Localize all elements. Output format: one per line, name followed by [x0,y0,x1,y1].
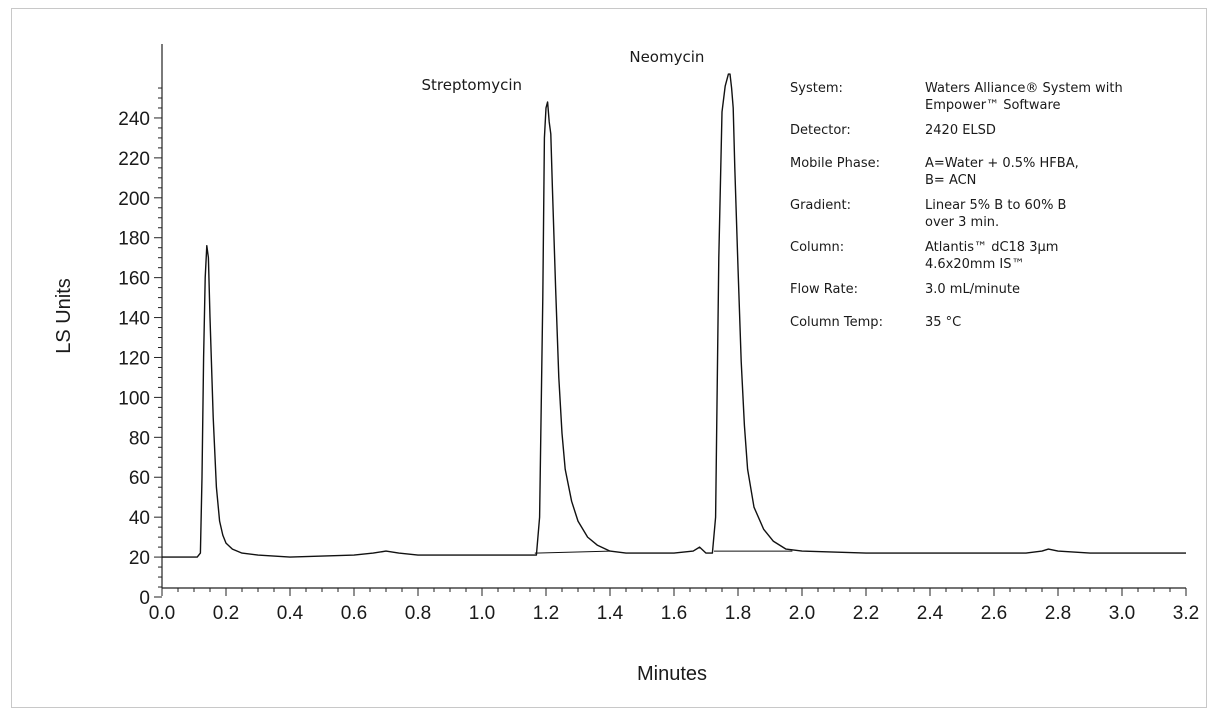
y-tick-label: 20 [129,548,150,569]
info-value: 4.6x20mm IS™ [925,257,1024,272]
info-key: System: [790,81,843,96]
y-tick-label: 0 [139,588,150,609]
y-tick-label: 40 [129,508,150,529]
x-tick-label: 2.0 [789,603,815,624]
info-key: Column Temp: [790,315,883,330]
info-value: 35 °C [925,315,961,330]
info-key: Gradient: [790,198,851,213]
info-value: Waters Alliance® System with [925,81,1123,96]
x-tick-label: 1.0 [469,603,495,624]
x-tick-label: 0.2 [213,603,239,624]
x-tick-label: 2.8 [1045,603,1071,624]
x-tick-label: 1.4 [597,603,624,624]
info-value: Empower™ Software [925,98,1061,113]
y-tick-label: 220 [118,149,150,170]
x-tick-label: 0.4 [277,603,304,624]
x-tick-label: 0.6 [341,603,367,624]
info-value: A=Water + 0.5% HFBA, [925,156,1079,171]
y-tick-label: 180 [118,229,150,250]
y-tick-label: 80 [129,428,150,449]
axes: 0 20 40 60 80 100 120 140 160 180 200 220 240 0.0 0.2 0… [118,44,1199,624]
x-tick-label: 1.6 [661,603,687,624]
x-axis-title: Minutes [637,663,707,685]
method-info-panel: System: Waters Alliance® System with Empow… [790,81,1123,330]
x-tick-label: 1.2 [533,603,559,624]
y-tick-label: 200 [118,189,150,210]
info-value: 2420 ELSD [925,123,996,138]
info-key: Column: [790,240,844,255]
y-tick-label: 120 [118,348,150,369]
chart-frame [11,8,1207,708]
info-value: 3.0 mL/minute [925,282,1020,297]
integration-baseline [534,550,611,554]
x-tick-label: 0.0 [149,603,175,624]
info-value: Linear 5% B to 60% B [925,198,1066,213]
x-tick-label: 3.0 [1109,603,1135,624]
x-tick-label: 3.2 [1173,603,1199,624]
x-tick-label: 2.2 [853,603,879,624]
x-tick-label: 1.8 [725,603,751,624]
info-value: Atlantis™ dC18 3μm [925,240,1058,255]
x-tick-label: 2.4 [917,603,944,624]
y-axis-title: LS Units [53,278,75,354]
peak-label: Streptomycin [422,76,522,94]
info-key: Flow Rate: [790,282,858,297]
y-tick-label: 160 [118,269,150,290]
y-tick-label: 140 [118,309,150,330]
data-marks: Streptomycin Neomycin [162,48,1186,558]
peak-label: Neomycin [629,48,704,66]
chromatogram-trace [162,73,1186,558]
info-value: over 3 min. [925,215,999,230]
info-value: B= ACN [925,173,976,188]
x-tick-label: 0.8 [405,603,431,624]
y-tick-label: 60 [129,468,150,489]
x-tick-label: 2.6 [981,603,1007,624]
info-key: Mobile Phase: [790,156,880,171]
info-key: Detector: [790,123,851,138]
y-tick-label: 240 [118,109,150,130]
y-tick-label: 100 [118,388,150,409]
